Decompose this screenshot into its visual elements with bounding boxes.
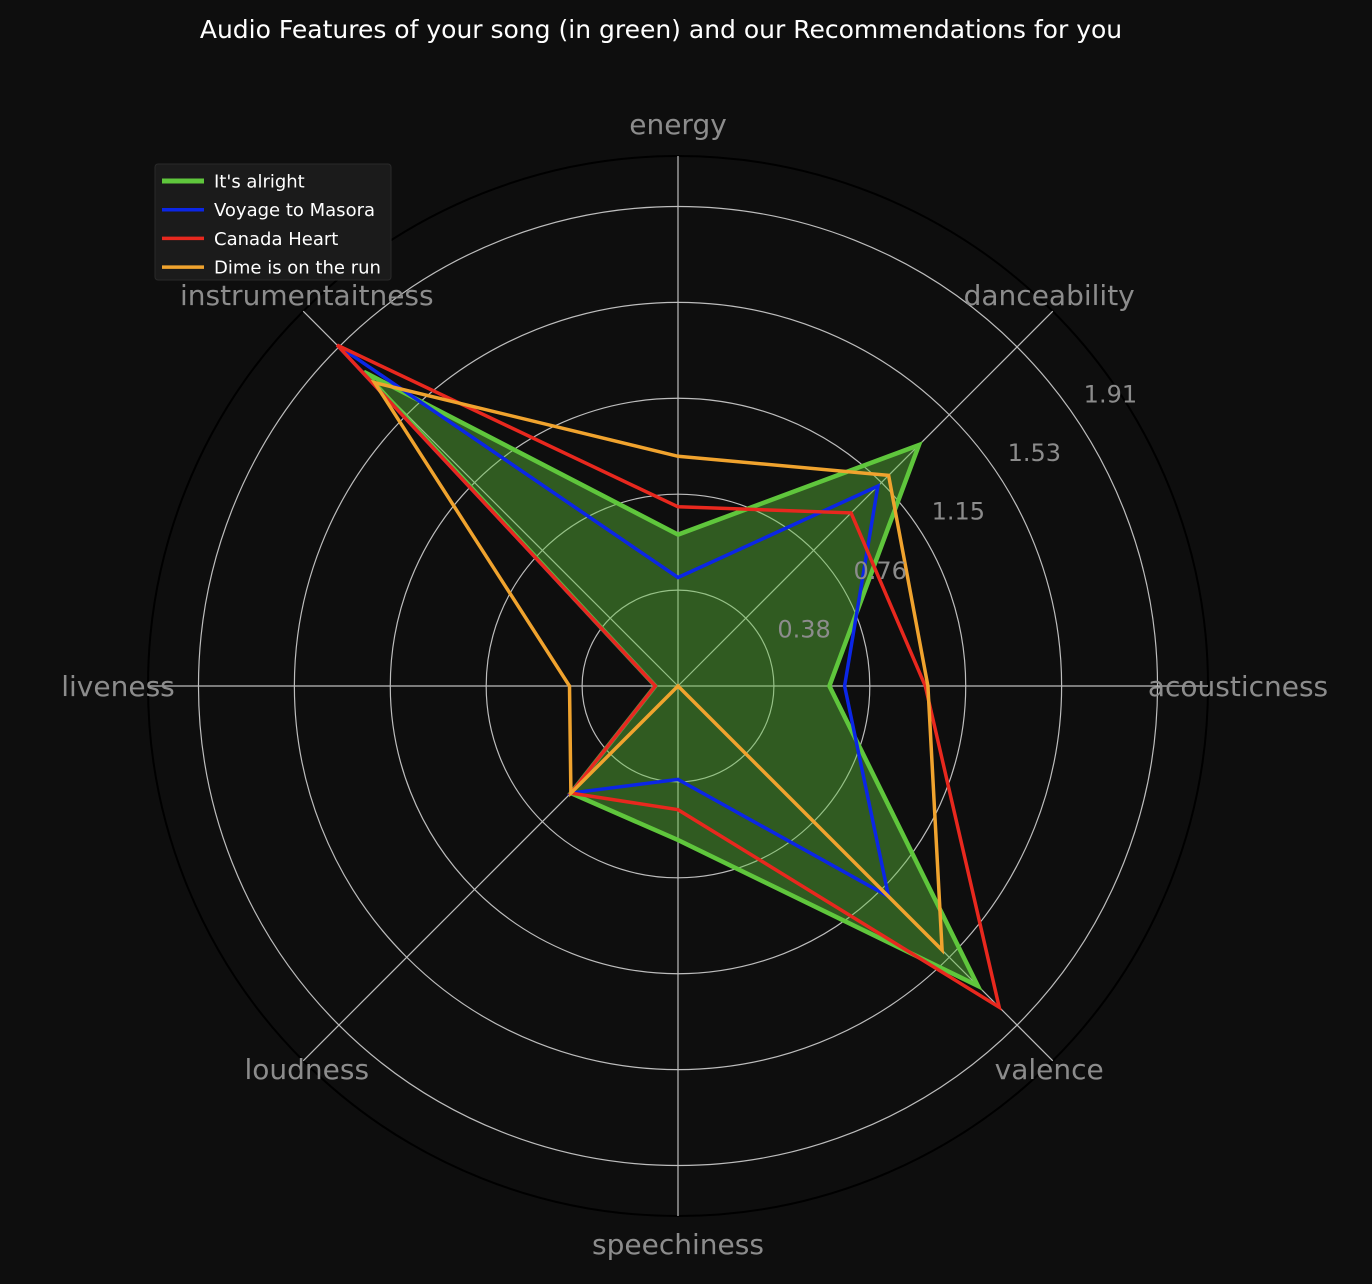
axis-label-loudness: loudness (245, 1053, 370, 1086)
legend-box (154, 163, 392, 281)
series-layer (335, 343, 1002, 1011)
radial-tick-label: 1.15 (932, 497, 985, 525)
legend-label-voyage-to-masora: Voyage to Masora (214, 200, 375, 221)
axis-label-speechiness: speechiness (592, 1228, 764, 1261)
axis-label-danceability: danceability (964, 279, 1135, 312)
legend-label-it-s-alright: It's alright (214, 172, 305, 193)
radial-tick-labels: 0.38 0.76 1.15 1.53 1.91 (777, 381, 1137, 644)
radial-tick-label: 0.76 (853, 557, 906, 585)
series-line-canada-heart (335, 343, 1002, 1011)
legend: It's alright Voyage to Masora Canada Heart… (154, 163, 392, 281)
axis-label-energy: energy (629, 108, 727, 141)
radial-tick-label: 0.38 (777, 616, 830, 644)
radial-tick-label: 1.53 (1008, 439, 1061, 467)
axis-label-valence: valence (995, 1053, 1104, 1086)
radar-grid (147, 155, 1209, 1217)
series-line-dime-is-on-the-run (370, 379, 945, 955)
axis-label-instrumentaitness: instrumentaitness (180, 279, 434, 312)
legend-label-canada-heart: Canada Heart (214, 229, 338, 250)
spoke-danceability (677, 310, 1054, 687)
axis-labels: energy danceability acousticness valence spe… (61, 108, 1328, 1261)
axis-label-liveness: liveness (61, 670, 175, 703)
legend-label-dime-is-on-the-run: Dime is on the run (214, 258, 381, 279)
axis-label-acousticness: acousticness (1148, 670, 1328, 703)
chart-title: Audio Features of your song (in green) a… (200, 15, 1122, 44)
radial-tick-label: 1.91 (1084, 381, 1137, 409)
